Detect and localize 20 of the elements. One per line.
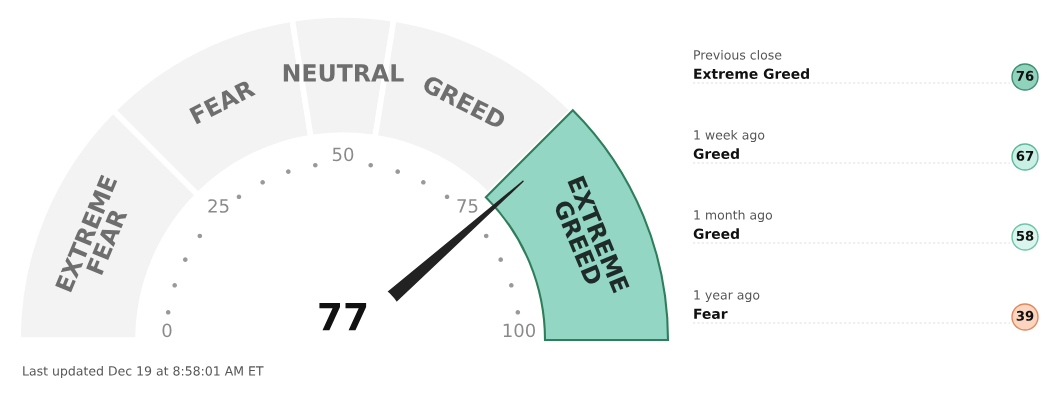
text: 0 [162,323,172,338]
text: 1 year ago [694,290,760,303]
text: 50 [332,147,354,162]
text: Previous close [694,49,782,60]
text: 100 [503,323,536,338]
text: 75 [457,199,478,213]
text: 1 week ago [694,129,765,143]
text: Greed [693,228,739,240]
slice-label: NEUTRAL [283,64,404,82]
text: 1 month ago [694,209,773,223]
text: 39 [1016,310,1034,321]
text: 58 [1016,230,1034,241]
text: 67 [1016,150,1034,161]
text: Last updated Dec 19 at 8:58:01 AM ET [23,365,264,379]
text: 77 [319,303,367,331]
text: Extreme Greed [694,68,809,80]
text: Fear [694,308,728,320]
text: 76 [1016,70,1034,81]
text: Greed [693,148,739,160]
text: 25 [208,199,229,213]
